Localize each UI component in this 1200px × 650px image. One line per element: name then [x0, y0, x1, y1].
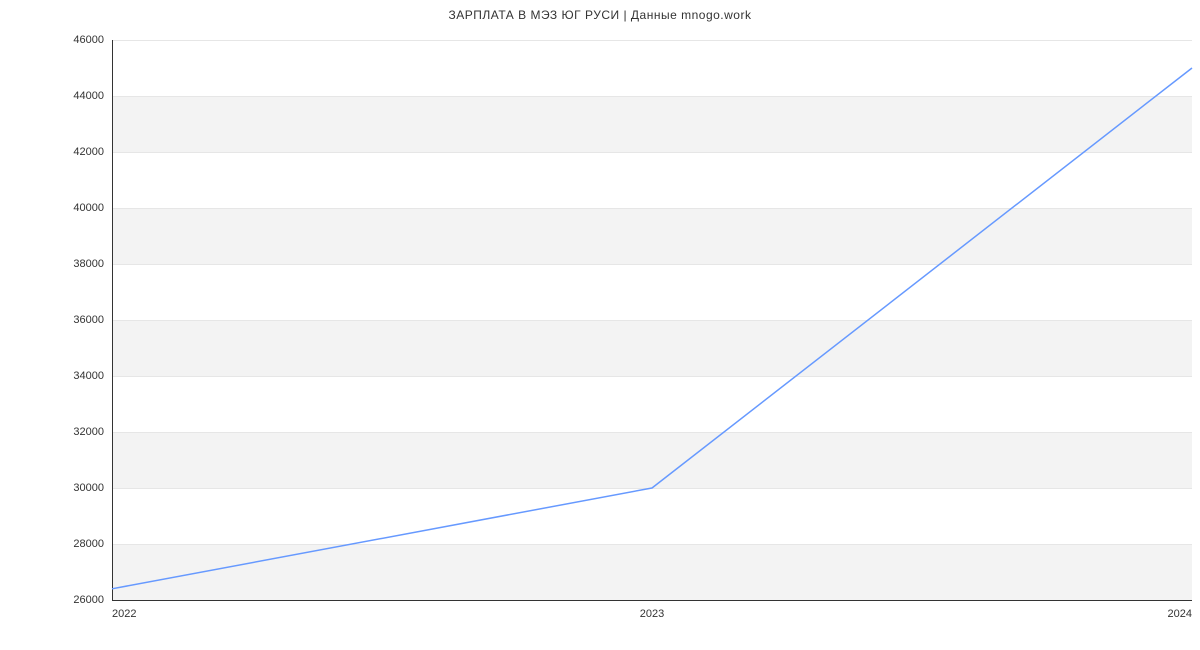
chart-title: ЗАРПЛАТА В МЭЗ ЮГ РУСИ | Данные mnogo.wo… [0, 8, 1200, 22]
x-tick-label: 2022 [112, 600, 136, 620]
plot-area: 2600028000300003200034000360003800040000… [112, 40, 1192, 600]
y-tick-label: 38000 [73, 258, 112, 270]
series-layer [112, 40, 1192, 600]
y-tick-label: 44000 [73, 90, 112, 102]
y-tick-label: 32000 [73, 426, 112, 438]
x-axis-line [112, 600, 1192, 601]
y-tick-label: 28000 [73, 538, 112, 550]
y-tick-label: 34000 [73, 370, 112, 382]
y-tick-label: 46000 [73, 34, 112, 46]
x-tick-label: 2024 [1168, 600, 1192, 620]
y-tick-label: 40000 [73, 202, 112, 214]
series-line-salary [112, 68, 1192, 589]
y-tick-label: 42000 [73, 146, 112, 158]
salary-line-chart: ЗАРПЛАТА В МЭЗ ЮГ РУСИ | Данные mnogo.wo… [0, 0, 1200, 650]
x-tick-label: 2023 [640, 600, 664, 620]
y-tick-label: 26000 [73, 594, 112, 606]
y-tick-label: 36000 [73, 314, 112, 326]
y-tick-label: 30000 [73, 482, 112, 494]
